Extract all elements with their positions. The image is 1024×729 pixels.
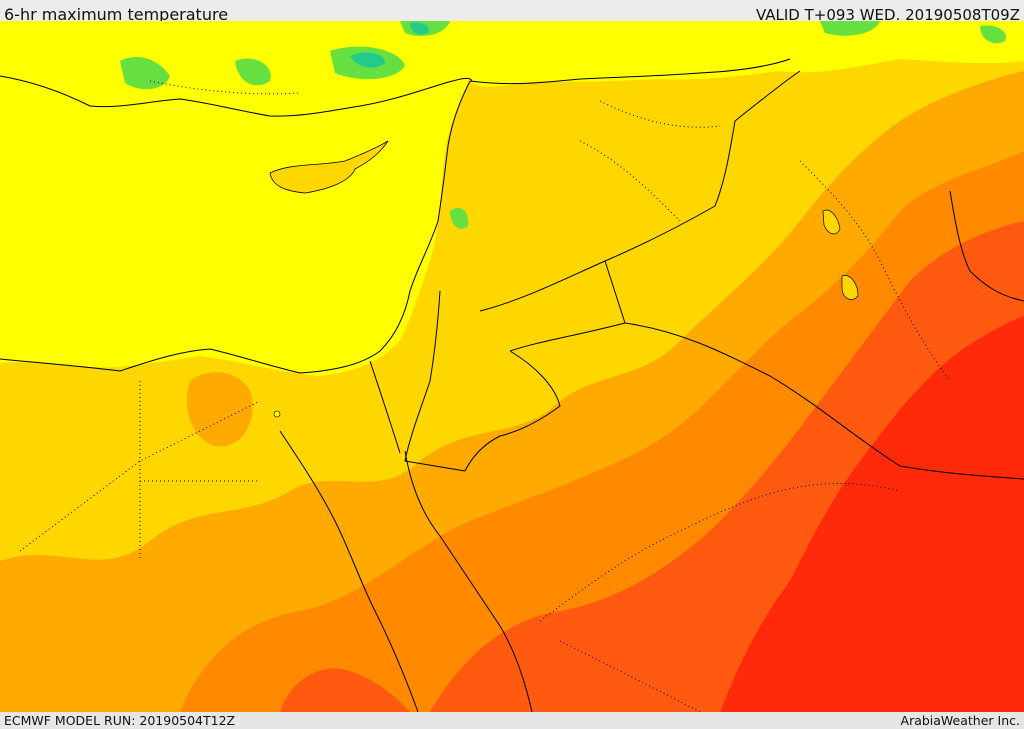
mediterranean-sea [0,21,470,376]
cyan-patch-2 [410,22,429,35]
border-jordan-west [404,290,466,472]
border-jordan-saudi-south [464,350,561,472]
green-patch-6 [980,25,1006,44]
mediterranean-coastline [0,80,471,374]
orange-patch-egypt [186,372,253,447]
lake-tharthar [822,209,841,235]
dotted-boundary-3 [579,140,681,222]
lake-icon [273,410,281,418]
footer-bar: ECMWF MODEL RUN: 20190504T12Z ArabiaWeat… [0,712,1024,729]
valid-time-label: VALID T+093 WED. 20190508T09Z [755,6,1020,24]
red-patch-west [280,668,410,712]
credit-label: ArabiaWeather Inc. [900,713,1020,728]
turkey-land [0,21,1024,87]
red-zone [720,316,1024,712]
dotted-boundary-1 [19,400,261,552]
border-syria-turkey [469,58,791,85]
dotted-boundary-7 [149,80,721,128]
gulf-coastline [949,190,1024,302]
cyan-patch-1 [350,52,385,68]
border-saudi-iraq [624,322,1024,480]
temperature-map[interactable] [0,21,1024,712]
dotted-boundary-4 [799,160,951,382]
lake-iraq-2 [841,275,859,300]
border-saudi-jordan [509,260,626,352]
turkey-coastline [0,75,473,117]
border-egypt-israel [369,360,401,454]
dotted-boundary-6 [139,381,260,561]
header-bar: 6-hr maximum temperature VALID T+093 WED… [0,0,1024,24]
map-title: 6-hr maximum temperature [4,5,229,24]
cyprus-island [269,140,389,194]
green-patch-levant [450,207,469,229]
red-sea-west-coast [279,430,419,712]
green-patch-5 [820,21,880,36]
border-jordan-iraq [479,70,801,312]
red-sea-east-coast [404,450,533,712]
green-patch-2 [235,58,271,86]
green-patch-1 [120,56,170,90]
model-run-label: ECMWF MODEL RUN: 20190504T12Z [4,713,236,728]
